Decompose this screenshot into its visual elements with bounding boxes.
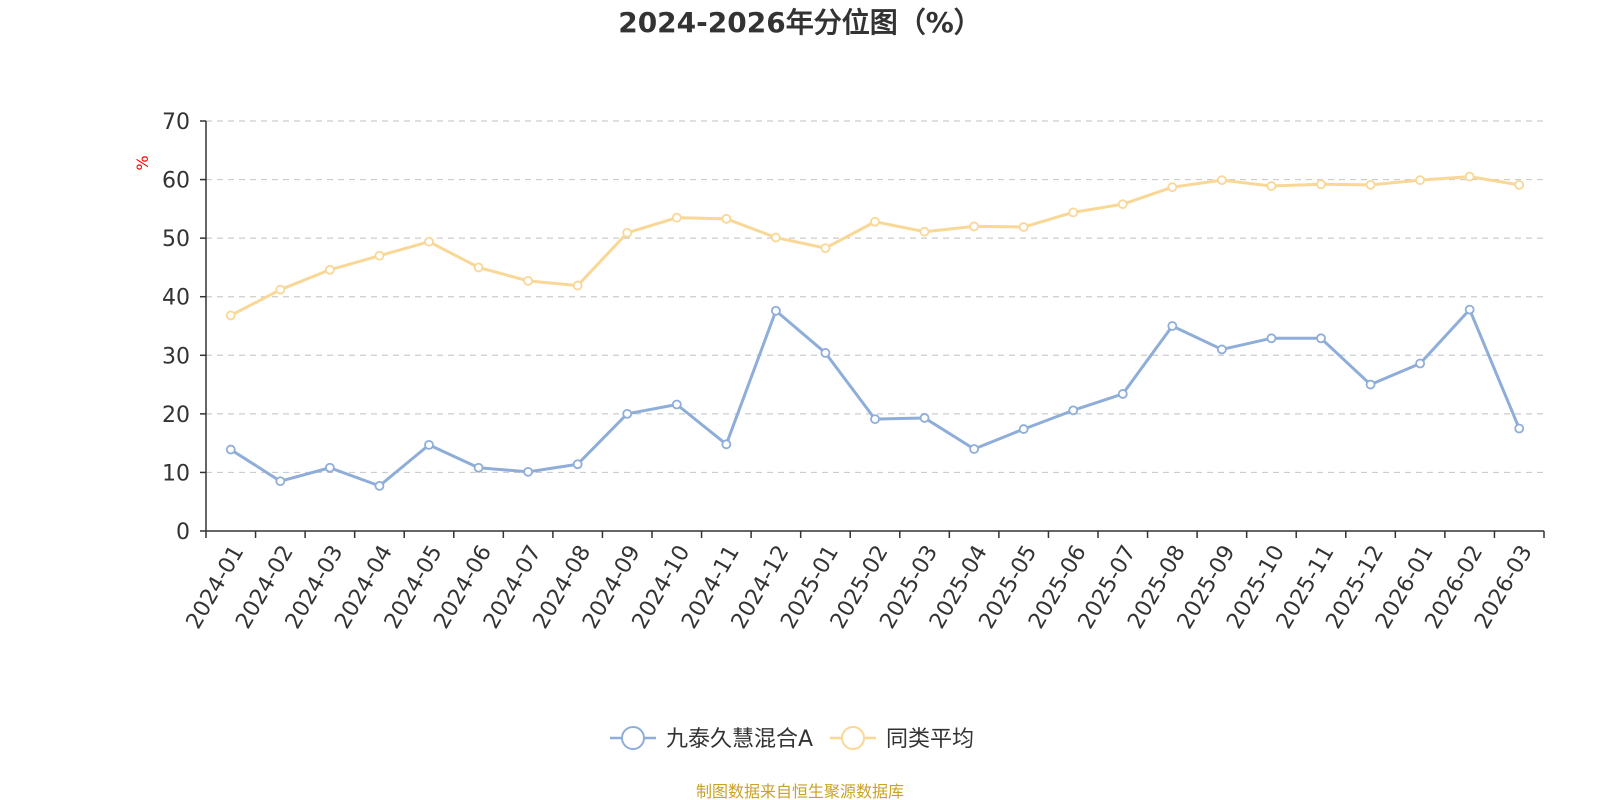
series-layer bbox=[225, 171, 1525, 491]
data-point bbox=[1514, 179, 1525, 190]
data-point bbox=[1365, 179, 1376, 190]
y-tick-label: 20 bbox=[162, 403, 190, 428]
data-point bbox=[572, 280, 583, 291]
axis-layer: 0102030405060702024-012024-022024-032024… bbox=[162, 110, 1545, 633]
data-point bbox=[969, 221, 980, 232]
data-point bbox=[1415, 358, 1426, 369]
data-point bbox=[324, 462, 335, 473]
data-point bbox=[1018, 424, 1029, 434]
data-point bbox=[1514, 423, 1525, 434]
y-tick-label: 40 bbox=[162, 286, 190, 311]
data-point bbox=[1266, 181, 1277, 191]
y-axis-unit: % bbox=[133, 155, 152, 170]
y-tick-label: 60 bbox=[162, 169, 190, 194]
data-point bbox=[225, 444, 236, 455]
data-point bbox=[671, 212, 682, 223]
series-0 bbox=[225, 304, 1525, 491]
data-point bbox=[324, 264, 335, 275]
data-point bbox=[1316, 333, 1326, 344]
data-point bbox=[671, 399, 682, 410]
data-point bbox=[1415, 175, 1426, 186]
data-point bbox=[870, 414, 880, 425]
data-source: 制图数据来自恒生聚源数据库 bbox=[696, 782, 904, 800]
data-point bbox=[1117, 199, 1128, 210]
data-point bbox=[820, 243, 831, 254]
series-line bbox=[230, 175, 1520, 317]
data-point bbox=[1167, 321, 1178, 331]
data-point bbox=[1117, 389, 1128, 399]
data-point bbox=[721, 439, 732, 450]
data-point bbox=[523, 275, 534, 286]
data-point bbox=[1316, 179, 1326, 190]
legend-label: 同类平均 bbox=[886, 727, 974, 752]
data-point bbox=[622, 408, 633, 419]
data-point bbox=[919, 413, 930, 423]
y-tick-label: 70 bbox=[162, 110, 190, 135]
data-point bbox=[1068, 405, 1079, 416]
data-point bbox=[1167, 182, 1178, 193]
y-tick-label: 0 bbox=[176, 520, 190, 545]
chart-title: 2024-2026年分位图（%） bbox=[618, 6, 982, 39]
data-point bbox=[275, 284, 286, 295]
data-point bbox=[770, 305, 781, 316]
legend-item[interactable]: 九泰久慧混合A bbox=[610, 726, 813, 752]
legend-marker-icon bbox=[621, 726, 645, 750]
data-point bbox=[622, 227, 633, 238]
data-point bbox=[275, 476, 286, 487]
data-point bbox=[770, 232, 781, 243]
legend: 九泰久慧混合A 同类平均 bbox=[610, 726, 974, 752]
y-tick-label: 10 bbox=[162, 461, 190, 486]
data-point bbox=[374, 250, 385, 261]
data-point bbox=[1464, 171, 1475, 182]
data-point bbox=[1216, 175, 1227, 186]
data-point bbox=[721, 213, 732, 224]
data-point bbox=[374, 480, 385, 491]
data-point bbox=[1266, 333, 1277, 344]
data-point bbox=[870, 216, 880, 227]
legend-marker-icon bbox=[841, 726, 865, 750]
data-point bbox=[919, 226, 930, 237]
legend-item[interactable]: 同类平均 bbox=[830, 726, 974, 752]
data-point bbox=[1216, 344, 1227, 355]
data-point bbox=[473, 262, 484, 273]
data-point bbox=[820, 348, 831, 358]
data-point bbox=[1365, 379, 1376, 390]
data-point bbox=[1464, 304, 1475, 315]
data-point bbox=[473, 462, 484, 473]
data-point bbox=[424, 236, 434, 247]
y-tick-label: 50 bbox=[162, 227, 190, 252]
y-tick-label: 30 bbox=[162, 344, 190, 369]
data-point bbox=[1068, 207, 1079, 218]
series-line bbox=[229, 308, 1521, 488]
data-point bbox=[424, 439, 434, 450]
data-point bbox=[572, 459, 583, 470]
legend-label: 九泰久慧混合A bbox=[666, 727, 813, 752]
series-1 bbox=[225, 171, 1525, 321]
data-point bbox=[969, 444, 980, 454]
data-point bbox=[225, 310, 236, 321]
data-point bbox=[523, 466, 534, 477]
data-point bbox=[1018, 222, 1029, 232]
